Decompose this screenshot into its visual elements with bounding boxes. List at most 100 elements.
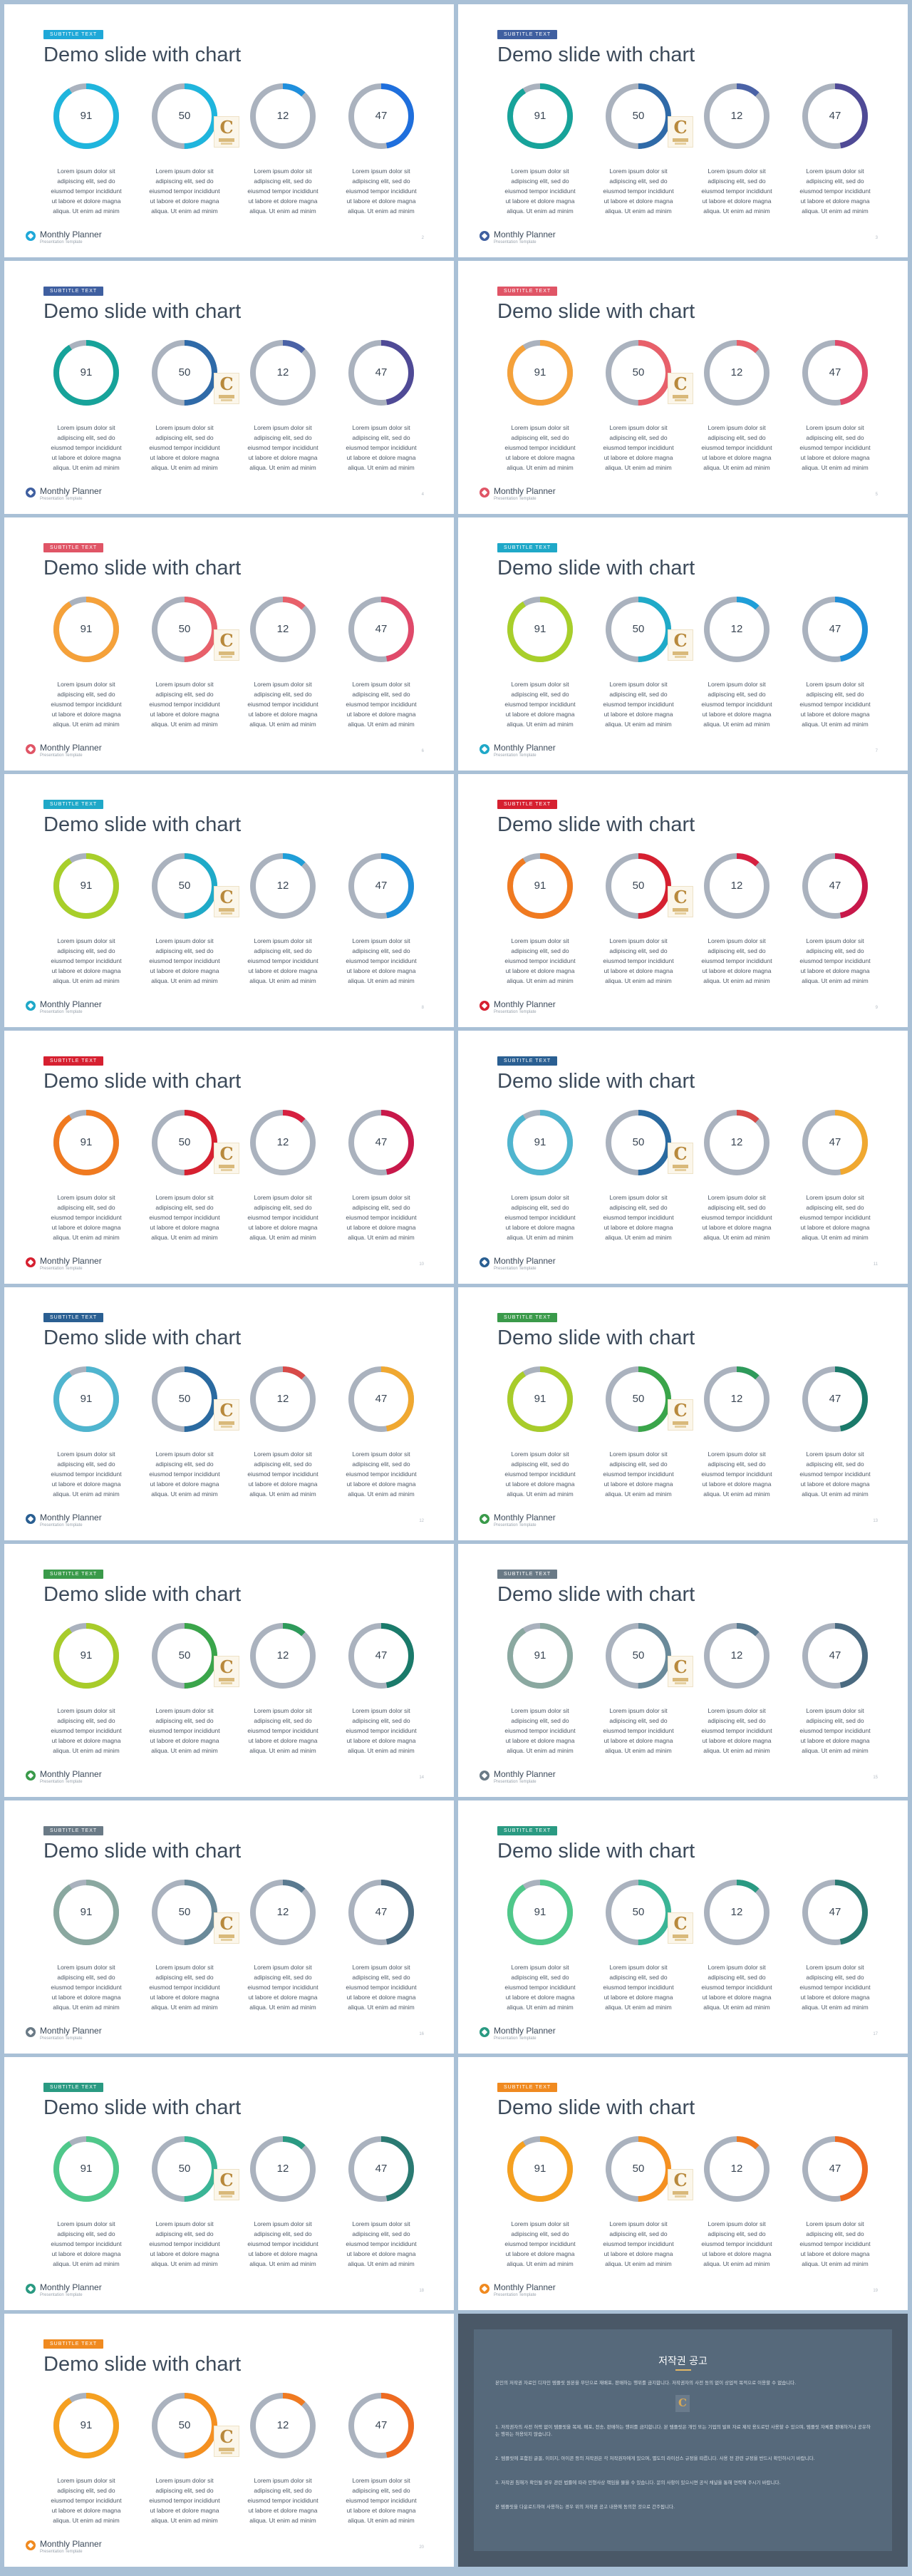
donut-svg (507, 1366, 573, 1432)
description-line: aliqua. Ut enim ad minim (53, 1234, 120, 1241)
description-line: Lorem ipsum dolor sit (609, 937, 668, 944)
description-line: Lorem ipsum dolor sit (806, 424, 864, 431)
description-line: aliqua. Ut enim ad minim (151, 2004, 218, 2011)
brand-name: Monthly Planner (494, 486, 556, 496)
chart-description: Lorem ipsum dolor sit adipiscing elit, se… (41, 1449, 132, 1499)
subtitle-badge: SUBTITLE TEXT (43, 287, 104, 296)
brand-name: Monthly Planner (494, 743, 556, 753)
diamond-icon (481, 1772, 488, 1779)
description-line: eiusmod tempor incididunt (701, 1984, 772, 1991)
logo-bar (673, 908, 688, 912)
description-line: adipiscing elit, sed do (511, 1204, 569, 1211)
donut-svg (53, 1366, 119, 1432)
description-line: Lorem ipsum dolor sit (352, 681, 410, 688)
slide-title: Demo slide with chart (43, 1070, 242, 1093)
brand-name: Monthly Planner (494, 2282, 556, 2292)
brand-logo-watermark: C (214, 2426, 239, 2457)
logo-bar (221, 1169, 232, 1171)
description-line: adipiscing elit, sed do (511, 2230, 569, 2237)
logo-bar (221, 2452, 232, 2454)
description-line: eiusmod tempor incididunt (51, 1470, 122, 1478)
slide: SUBTITLE TEXT Demo slide with chart 91 Lore… (458, 1544, 908, 1797)
slide: SUBTITLE TEXT Demo slide with chart 91 Lore… (458, 1800, 908, 2054)
subtitle-badge: SUBTITLE TEXT (497, 1313, 558, 1322)
description-line: Lorem ipsum dolor sit (57, 681, 115, 688)
description-line: aliqua. Ut enim ad minim (507, 2260, 574, 2267)
chart-description: Lorem ipsum dolor sit adipiscing elit, se… (139, 166, 230, 216)
description-line: ut labore et dolore magna (346, 1224, 416, 1231)
donut-svg (704, 853, 770, 919)
notice-paragraph: 3. 저작권 침해가 확인될 경우 관련 법률에 따라 민형사상 책임을 물을 … (495, 2480, 781, 2485)
planner-logo-icon (26, 231, 36, 241)
description-line: adipiscing elit, sed do (806, 1717, 864, 1724)
description-line: ut labore et dolore magna (603, 197, 673, 205)
brand-subtitle: Presentation Template (40, 497, 83, 501)
donut-chart: 91 (504, 1364, 576, 1435)
donut-chart: 47 (346, 1620, 417, 1691)
description-line: aliqua. Ut enim ad minim (348, 721, 415, 728)
donut-value: 91 (80, 1136, 93, 1148)
description-line: Lorem ipsum dolor sit (708, 937, 766, 944)
logo-bar (673, 1678, 688, 1681)
brand-logo-watermark: C (214, 373, 239, 404)
description-line: aliqua. Ut enim ad minim (53, 721, 120, 728)
chart-description: Lorem ipsum dolor sit adipiscing elit, se… (237, 1706, 328, 1756)
description-line: adipiscing elit, sed do (352, 1974, 410, 1981)
chart-description: Lorem ipsum dolor sit adipiscing elit, se… (593, 166, 684, 216)
brand-subtitle: Presentation Template (494, 2036, 537, 2041)
slide-title: Demo slide with chart (43, 1583, 242, 1606)
donut-chart: 12 (701, 337, 772, 408)
donut-arc (507, 2136, 573, 2202)
brand-name: Monthly Planner (40, 2282, 102, 2292)
description-line: Lorem ipsum dolor sit (155, 2220, 214, 2227)
page-number: 6 (421, 749, 424, 753)
description-line: ut labore et dolore magna (150, 1737, 219, 1744)
description-line: adipiscing elit, sed do (609, 434, 668, 441)
description-line: ut labore et dolore magna (346, 1480, 416, 1488)
description-line: Lorem ipsum dolor sit (155, 1707, 214, 1714)
brand-logo-watermark: C (214, 1912, 239, 1944)
copyright-notice-slide: 저작권 공고 C 본인의 저작권 자료인 디자인 템플릿 원본을 무단으로 재배포,… (458, 2314, 908, 2567)
chart-description: Lorem ipsum dolor sit adipiscing elit, se… (336, 936, 427, 986)
slide: SUBTITLE TEXT Demo slide with chart 91 Lore… (4, 261, 454, 514)
description-line: ut labore et dolore magna (603, 1737, 673, 1744)
description-line: adipiscing elit, sed do (254, 1974, 312, 1981)
slide: SUBTITLE TEXT Demo slide with chart 91 Lore… (4, 1031, 454, 1284)
brand-logo-watermark: C (668, 373, 693, 404)
page-number: 10 (419, 1262, 424, 1267)
slide: SUBTITLE TEXT Demo slide with chart 91 Lore… (458, 261, 908, 514)
donut-arc (802, 2136, 868, 2202)
subtitle-badge: SUBTITLE TEXT (43, 30, 104, 39)
description-line: adipiscing elit, sed do (352, 1204, 410, 1211)
description-line: adipiscing elit, sed do (609, 947, 668, 954)
donut-value: 47 (375, 1906, 388, 1918)
description-line: adipiscing elit, sed do (254, 691, 312, 698)
diamond-icon (27, 1002, 34, 1009)
subtitle-badge: SUBTITLE TEXT (497, 1570, 558, 1579)
description-line: ut labore et dolore magna (346, 2507, 416, 2514)
description-line: ut labore et dolore magna (248, 454, 318, 461)
brand-name: Monthly Planner (494, 1513, 556, 1523)
description-line: ut labore et dolore magna (505, 2250, 575, 2257)
description-line: adipiscing elit, sed do (57, 1204, 115, 1211)
logo-bar (675, 656, 686, 658)
description-line: ut labore et dolore magna (346, 2250, 416, 2257)
description-line: Lorem ipsum dolor sit (254, 937, 312, 944)
description-line: aliqua. Ut enim ad minim (348, 2004, 415, 2011)
chart-description: Lorem ipsum dolor sit adipiscing elit, se… (336, 423, 427, 473)
description-line: aliqua. Ut enim ad minim (151, 2260, 218, 2267)
donut-svg (802, 83, 868, 149)
brand-name: Monthly Planner (40, 230, 102, 239)
chart-description: Lorem ipsum dolor sit adipiscing elit, se… (789, 1449, 881, 1499)
description-line: Lorem ipsum dolor sit (609, 1194, 668, 1201)
donut-arc (704, 1880, 770, 1945)
donut-chart: 12 (701, 1364, 772, 1435)
donut-value: 12 (730, 2163, 743, 2175)
brand-logo-watermark: C (214, 2169, 239, 2200)
donut-arc (53, 1880, 119, 1945)
description-line: eiusmod tempor incididunt (701, 444, 772, 451)
donut-chart: 91 (504, 1107, 576, 1178)
logo-bar (675, 143, 686, 145)
page-number: 2 (421, 236, 424, 240)
description-line: aliqua. Ut enim ad minim (249, 464, 316, 471)
